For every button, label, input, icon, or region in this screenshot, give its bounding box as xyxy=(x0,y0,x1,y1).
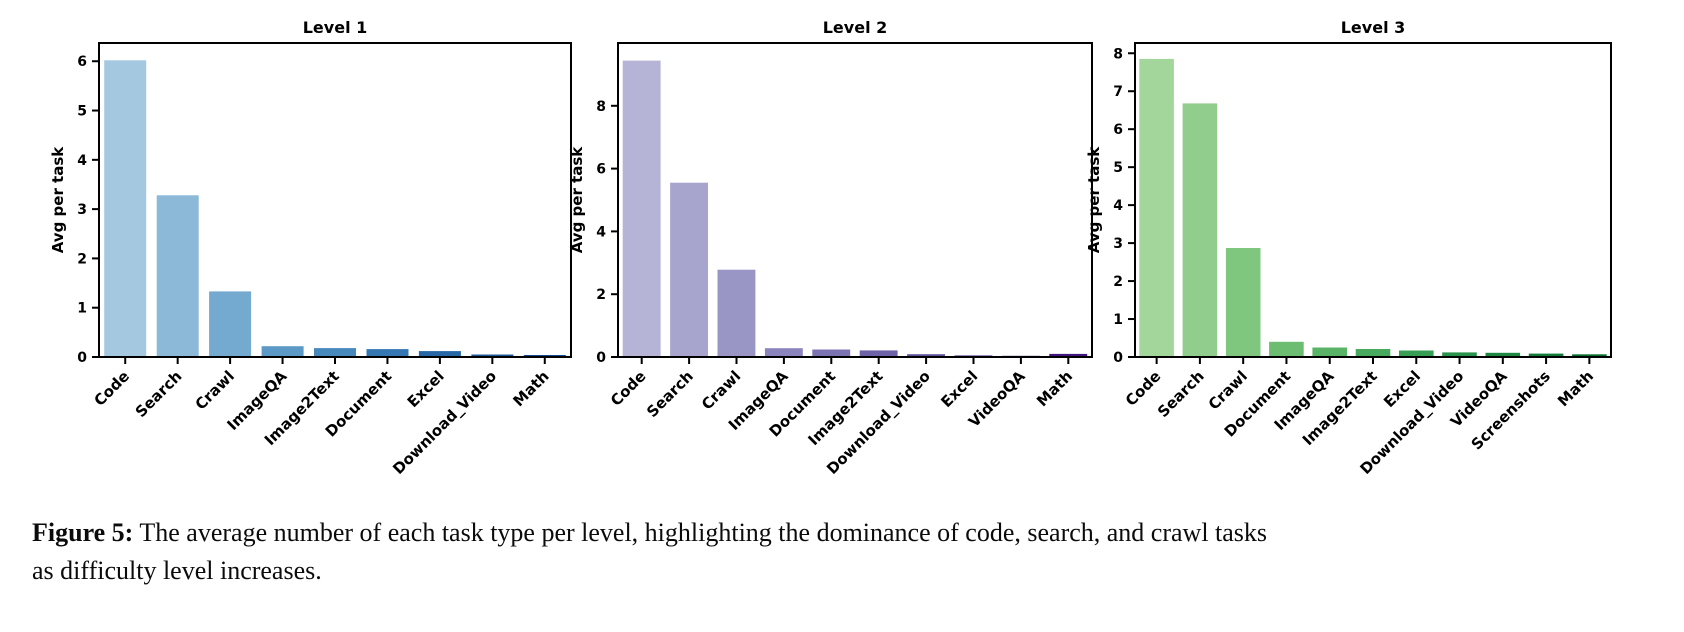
bar-code xyxy=(104,60,147,358)
bar-crawl xyxy=(717,269,756,357)
bar-download_video xyxy=(1442,352,1477,357)
bar-code xyxy=(622,60,661,357)
y-axis-label: Avg per task xyxy=(49,146,67,254)
figure-caption: Figure 5: The average number of each tas… xyxy=(32,514,1267,590)
y-tick-label: 1 xyxy=(77,301,87,317)
chart-title: Level 1 xyxy=(303,18,368,37)
bar-imageqa xyxy=(1312,347,1347,357)
caption-line-2: as difficulty level increases. xyxy=(32,556,322,585)
figure-label: Figure 5: xyxy=(32,518,134,547)
bar-download_video xyxy=(471,354,514,357)
bar-code xyxy=(1139,58,1174,358)
y-tick-label: 7 xyxy=(1113,84,1123,100)
y-tick-label: 6 xyxy=(1113,122,1123,138)
y-tick-label: 4 xyxy=(596,224,606,240)
bar-math xyxy=(1572,354,1607,357)
bar-videoqa xyxy=(1485,352,1521,357)
chart-title: Level 3 xyxy=(1341,18,1406,37)
x-tick-label: Excel xyxy=(404,367,448,411)
bar-document xyxy=(366,349,409,357)
bar-excel xyxy=(1399,350,1434,357)
x-tick-label: Search xyxy=(132,367,186,421)
bar-image2text xyxy=(859,350,898,357)
caption-line-1: Figure 5: The average number of each tas… xyxy=(32,514,1267,552)
x-tick-label: Crawl xyxy=(192,367,238,413)
y-tick-label: 8 xyxy=(1113,46,1123,62)
y-tick-label: 4 xyxy=(1113,198,1123,214)
bar-excel xyxy=(418,351,461,357)
bar-download_video xyxy=(907,354,945,357)
bar-crawl xyxy=(1225,248,1261,357)
bar-image2text xyxy=(1355,349,1391,357)
y-tick-label: 0 xyxy=(77,350,87,366)
y-tick-label: 8 xyxy=(596,99,606,115)
x-tick-label: Math xyxy=(1554,367,1597,410)
y-tick-label: 1 xyxy=(1113,312,1123,328)
y-tick-label: 0 xyxy=(1113,350,1123,366)
axes-frame xyxy=(617,42,1093,358)
bar-math xyxy=(1049,353,1088,357)
y-tick-label: 3 xyxy=(77,202,87,218)
bar-image2text xyxy=(314,348,356,357)
x-tick-label: Crawl xyxy=(698,367,744,413)
caption-text-1: The average number of each task type per… xyxy=(133,518,1268,547)
x-tick-label: Screenshots xyxy=(1468,367,1554,453)
x-tick-label: Code xyxy=(607,367,650,410)
x-tick-label: Code xyxy=(90,367,133,410)
y-tick-label: 2 xyxy=(77,251,87,267)
y-tick-label: 2 xyxy=(1113,274,1123,290)
bar-search xyxy=(1182,103,1218,358)
bar-screenshots xyxy=(1528,353,1564,357)
bar-document xyxy=(1269,341,1304,357)
bar-document xyxy=(812,349,851,357)
x-tick-label: Search xyxy=(1154,367,1208,421)
bar-search xyxy=(156,195,199,357)
x-tick-label: Download_Video xyxy=(389,367,500,474)
y-tick-label: 4 xyxy=(77,153,87,169)
bar-crawl xyxy=(209,291,252,357)
y-tick-label: 3 xyxy=(1113,236,1123,252)
x-tick-label: Search xyxy=(643,367,697,421)
x-tick-label: Math xyxy=(1033,367,1076,410)
y-tick-label: 6 xyxy=(596,162,606,178)
x-tick-label: Excel xyxy=(937,367,981,411)
y-axis-label: Avg per task xyxy=(568,146,586,254)
y-tick-label: 5 xyxy=(1113,160,1123,176)
bar-imageqa xyxy=(261,346,304,357)
x-tick-label: Image2Text xyxy=(1299,367,1381,449)
x-tick-label: Math xyxy=(510,367,553,410)
y-tick-label: 5 xyxy=(77,104,87,120)
bar-imageqa xyxy=(764,348,803,357)
y-tick-label: 6 xyxy=(77,54,87,70)
y-tick-label: 0 xyxy=(596,350,606,366)
axes-frame xyxy=(98,42,572,358)
axes-frame xyxy=(1134,42,1612,358)
chart-title: Level 2 xyxy=(823,18,888,37)
y-tick-label: 2 xyxy=(596,287,606,303)
y-axis-label: Avg per task xyxy=(1085,146,1103,254)
bar-search xyxy=(670,182,708,357)
chart-level-3: CodeSearchCrawlDocumentImageQAImage2Text… xyxy=(1085,18,1612,474)
